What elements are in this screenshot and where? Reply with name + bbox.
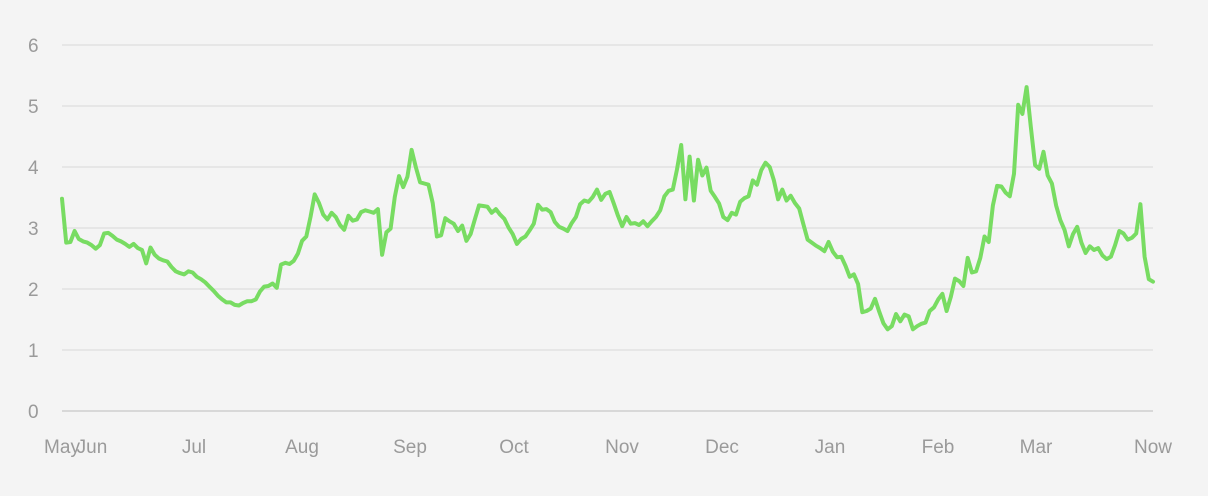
x-tick-label: Jun xyxy=(77,437,108,458)
y-tick-label: 0 xyxy=(28,402,39,423)
y-tick-label: 6 xyxy=(28,36,39,57)
y-tick-label: 2 xyxy=(28,280,39,301)
y-tick-label: 1 xyxy=(28,341,39,362)
x-tick-label: May xyxy=(44,437,80,458)
series-line xyxy=(60,85,1155,332)
y-tick-label: 4 xyxy=(28,158,39,179)
x-tick-label: Now xyxy=(1134,437,1172,458)
x-tick-label: Feb xyxy=(922,437,955,458)
y-tick-label: 3 xyxy=(28,219,39,240)
y-tick-label: 5 xyxy=(28,97,39,118)
x-tick-label: Nov xyxy=(605,437,639,458)
x-tick-label: Jan xyxy=(815,437,846,458)
x-tick-label: Sep xyxy=(393,437,427,458)
x-tick-label: Mar xyxy=(1020,437,1053,458)
x-tick-label: Dec xyxy=(705,437,739,458)
x-tick-label: Aug xyxy=(285,437,319,458)
x-tick-label: Oct xyxy=(499,437,529,458)
x-tick-label: Jul xyxy=(182,437,206,458)
